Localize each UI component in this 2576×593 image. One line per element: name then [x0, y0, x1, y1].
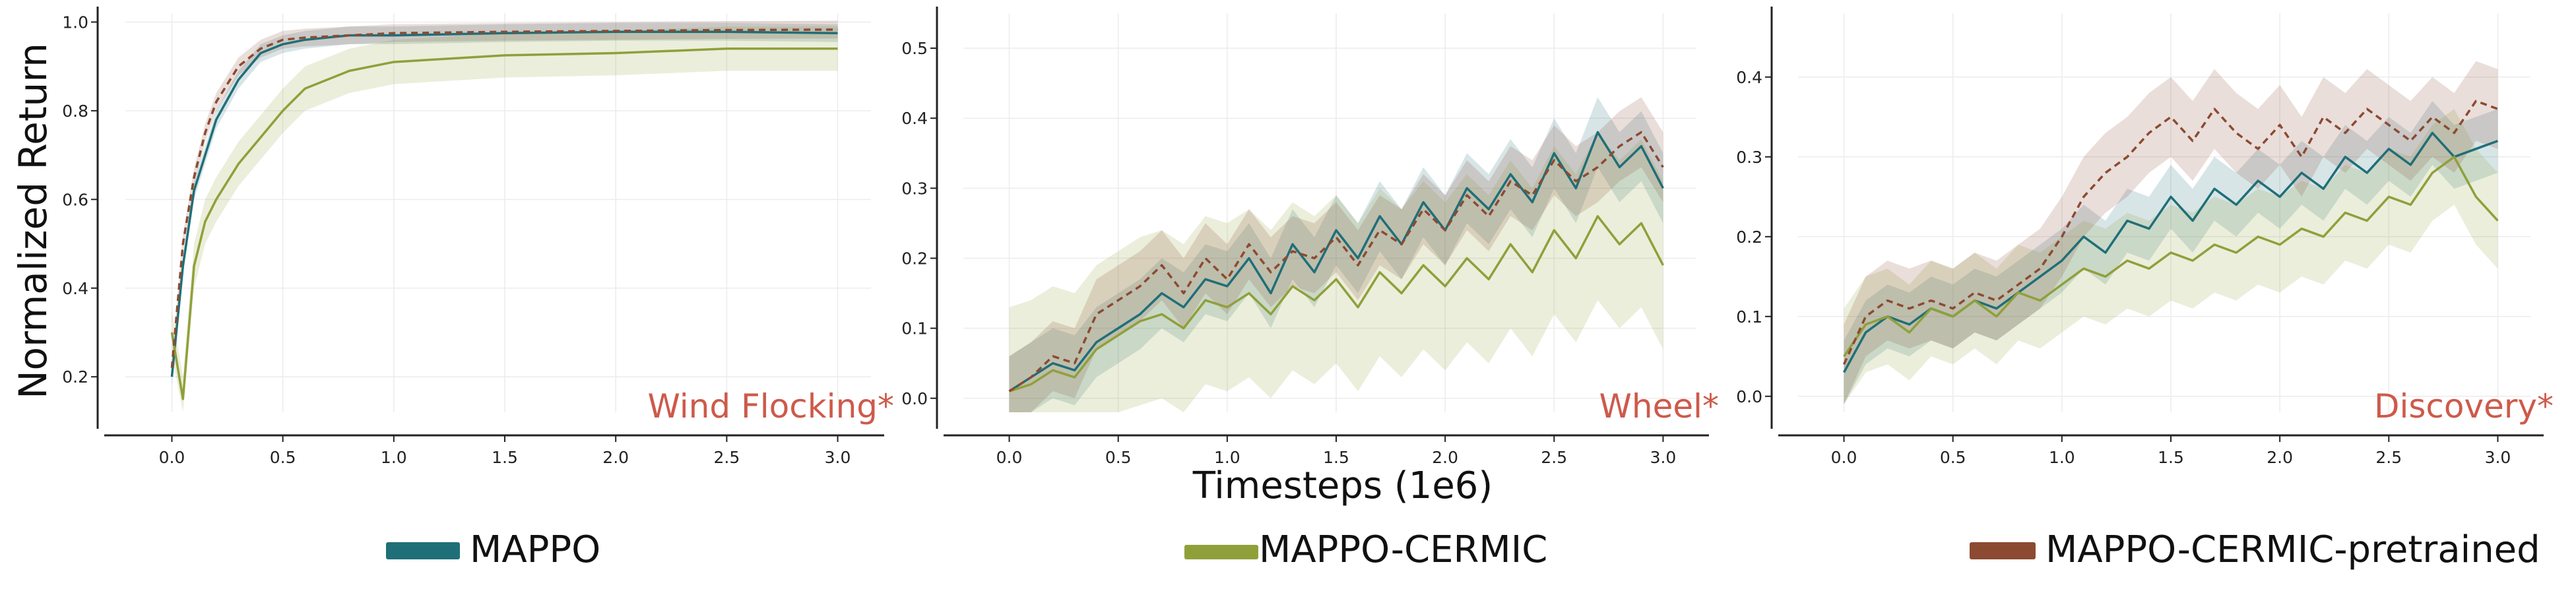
x-tick-label: 1.0	[381, 448, 407, 467]
x-tick-label: 0.5	[1940, 448, 1966, 467]
y-axis-label: Normalized Return	[11, 43, 55, 399]
series-line-mappo-cermic	[1843, 156, 2499, 358]
y-tick-label: 0.4	[1736, 68, 1762, 87]
y-tick-label: 0.2	[62, 367, 88, 387]
series-line-mappo-cermic-pretrained	[1842, 100, 2499, 365]
legend-swatch-mappo	[386, 542, 460, 559]
legend-swatch-mappo-cermic-pretrained	[1970, 542, 2036, 559]
x-tick-label: 2.5	[713, 448, 740, 467]
panel-title: Discovery*	[2374, 387, 2554, 425]
y-tick-label: 0.2	[901, 249, 928, 268]
x-tick-label: 3.0	[825, 448, 851, 467]
band-mappo-cermic-pretrained	[1844, 61, 2498, 404]
panel-discovery: 0.0 0.5 1.0 1.5 2.0 2.5 3.0 0.0 0.1 0.2 0.3 0.4 Disc…	[1736, 7, 2554, 467]
y-tick-label: 0.4	[901, 109, 928, 128]
x-tick-label: 0.5	[270, 448, 296, 467]
y-tick-label: 0.8	[62, 102, 88, 121]
y-tick-label: 0.1	[1736, 307, 1762, 327]
x-tick-label: 3.0	[1650, 448, 1677, 467]
y-tick-label: 0.3	[1736, 148, 1762, 167]
band-mappo	[1844, 101, 2498, 404]
band-mappo-cermic	[1009, 132, 1663, 412]
x-tick-label: 2.5	[2375, 448, 2402, 467]
y-tick-label: 0.2	[1736, 228, 1762, 247]
y-tick-label: 0.3	[901, 179, 928, 198]
series-line-mappo	[1008, 131, 1665, 392]
x-tick-label: 2.0	[2267, 448, 2293, 467]
legend-label-mappo: MAPPO	[470, 528, 600, 571]
x-tick-label: 0.0	[996, 448, 1023, 467]
legend-label-mappo-cermic-pretrained: MAPPO-CERMIC-pretrained	[2045, 528, 2540, 571]
band-mappo-cermic	[1844, 109, 2498, 404]
x-tick-label: 1.5	[2158, 448, 2184, 467]
x-tick-label: 2.0	[602, 448, 629, 467]
y-tick-label: 1.0	[62, 13, 88, 32]
y-tick-label: 0.1	[901, 319, 928, 338]
series-line-mappo-cermic	[170, 47, 838, 400]
x-tick-label: 1.0	[2049, 448, 2075, 467]
legend-swatch-mappo-cermic	[1184, 545, 1258, 559]
y-tick-label: 0.4	[62, 279, 88, 298]
y-tick-label: 0.0	[901, 389, 928, 408]
y-tick-label: 0.0	[1736, 387, 1762, 406]
legend: MAPPO MAPPO-CERMIC MAPPO-CERMIC-pretrain…	[386, 528, 2540, 571]
y-tick-label: 0.5	[901, 39, 928, 58]
x-axis-label: Timesteps (1e6)	[1192, 464, 1493, 507]
x-tick-label: 0.5	[1105, 448, 1132, 467]
band-mappo	[1009, 97, 1663, 413]
panel-title: Wind Flocking*	[647, 387, 894, 425]
x-tick-label: 1.5	[1323, 448, 1349, 467]
series-line-mappo-cermic-pretrained	[170, 28, 838, 368]
x-tick-label: 3.0	[2485, 448, 2511, 467]
x-tick-label: 2.5	[1541, 448, 1567, 467]
series-line-mappo-cermic	[1009, 215, 1665, 392]
panel-title: Wheel*	[1599, 387, 1719, 425]
band-mappo-cermic	[172, 26, 838, 412]
x-tick-label: 0.0	[1831, 448, 1857, 467]
x-tick-label: 2.0	[1432, 448, 1458, 467]
x-tick-label: 0.0	[159, 448, 185, 467]
band-mappo-cermic-pretrained	[1009, 97, 1663, 413]
panel-wind-flocking: 0.0 0.5 1.0 1.5 2.0 2.5 3.0 0.2 0.4 0.6 0.8 1.0 Wind…	[62, 7, 894, 467]
legend-label-mappo-cermic: MAPPO-CERMIC	[1259, 528, 1547, 571]
x-tick-label: 1.0	[1214, 448, 1240, 467]
series-line-mappo	[170, 30, 838, 377]
x-tick-label: 1.5	[492, 448, 518, 467]
panel-wheel: 0.0 0.5 1.0 1.5 2.0 2.5 3.0 0.0 0.1 0.2 0.3 0.4 0.5 W…	[901, 7, 1719, 467]
y-tick-label: 0.6	[62, 190, 88, 209]
series-line-mappo-cermic-pretrained	[1008, 131, 1664, 392]
